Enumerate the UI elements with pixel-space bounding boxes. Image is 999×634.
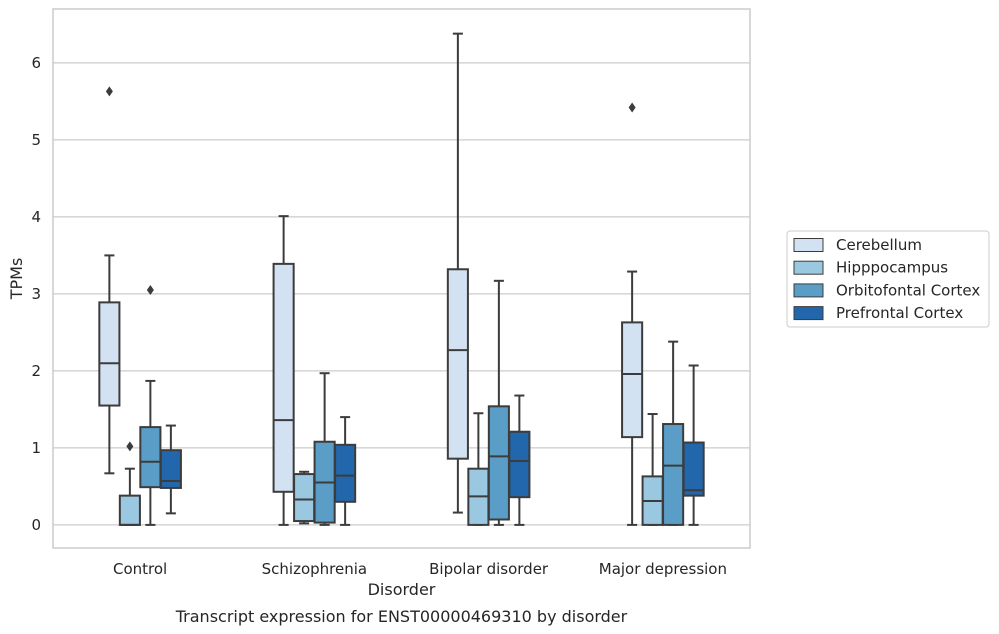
box-prefrontal-cortex xyxy=(682,364,705,526)
box-orbitofontal-cortex xyxy=(662,340,685,526)
grid-lines xyxy=(53,62,750,526)
legend-label: Hipppocampus xyxy=(836,259,948,277)
y-tick-label: 3 xyxy=(31,285,41,303)
outlier-point xyxy=(126,441,134,452)
box-cerebellum xyxy=(272,215,295,526)
box-orbitofontal-cortex xyxy=(313,372,336,526)
legend-swatch xyxy=(793,306,824,321)
y-tick-label: 0 xyxy=(31,516,41,534)
outlier-point xyxy=(146,285,154,296)
iqr-box xyxy=(621,321,644,439)
iqr-box xyxy=(446,268,469,460)
iqr-box xyxy=(662,423,685,526)
x-tick-label: Major depression xyxy=(599,560,727,578)
y-tick-label: 6 xyxy=(31,54,41,72)
box-orbitofontal-cortex xyxy=(487,279,510,526)
legend-swatch xyxy=(793,238,824,252)
iqr-box xyxy=(272,262,295,493)
iqr-box xyxy=(682,441,705,497)
iqr-box xyxy=(487,405,510,521)
y-tick-labels: 0 1 2 3 4 5 6 xyxy=(31,54,41,534)
legend-label: Cerebellum xyxy=(836,236,922,254)
box-hipppocampus xyxy=(293,470,316,525)
iqr-box xyxy=(293,473,316,523)
iqr-box xyxy=(334,443,357,503)
legend-swatch xyxy=(793,260,824,275)
box-prefrontal-cortex xyxy=(508,394,531,526)
x-axis-label: Disorder xyxy=(368,580,436,599)
legend-label: Prefrontal Cortex xyxy=(836,304,963,322)
box-cerebellum xyxy=(446,32,469,514)
plot-frame xyxy=(52,8,751,549)
iqr-box xyxy=(159,449,182,489)
y-tick-label: 2 xyxy=(31,362,41,380)
iqr-box xyxy=(98,301,121,407)
legend-frame xyxy=(786,230,990,328)
box-prefrontal-cortex xyxy=(334,416,357,526)
x-tick-label: Control xyxy=(113,560,167,578)
legend: Cerebellum Hipppocampus Orbitofontal Corte… xyxy=(786,230,990,328)
y-tick-label: 4 xyxy=(31,208,41,226)
legend-label: Orbitofontal Cortex xyxy=(836,281,980,299)
outlier-point xyxy=(628,102,636,113)
y-axis-label: TPMs xyxy=(7,258,26,301)
x-tick-label: Schizophrenia xyxy=(262,560,367,578)
legend-swatch xyxy=(793,283,824,298)
chart-caption: Transcript expression for ENST0000046931… xyxy=(175,607,628,626)
plot-boxes xyxy=(98,32,705,526)
box-hipppocampus xyxy=(467,412,490,526)
box-hipppocampus xyxy=(118,441,141,526)
iqr-box xyxy=(508,430,531,499)
x-tick-labels: Control Schizophrenia Bipolar disorder Majo… xyxy=(113,560,727,578)
box-hipppocampus xyxy=(641,413,664,526)
y-tick-label: 5 xyxy=(31,131,41,149)
y-tick-label: 1 xyxy=(31,439,41,457)
iqr-box xyxy=(118,494,141,526)
iqr-box xyxy=(139,426,162,489)
x-tick-label: Bipolar disorder xyxy=(429,560,549,578)
box-cerebellum xyxy=(98,86,121,475)
outlier-point xyxy=(105,86,113,97)
box-cerebellum xyxy=(621,102,644,526)
box-prefrontal-cortex xyxy=(159,424,182,515)
box-orbitofontal-cortex xyxy=(139,285,162,526)
